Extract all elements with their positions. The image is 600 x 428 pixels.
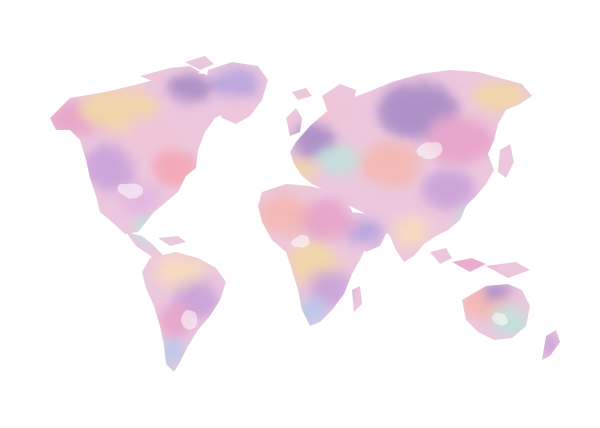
world-map-artwork [50,56,560,372]
